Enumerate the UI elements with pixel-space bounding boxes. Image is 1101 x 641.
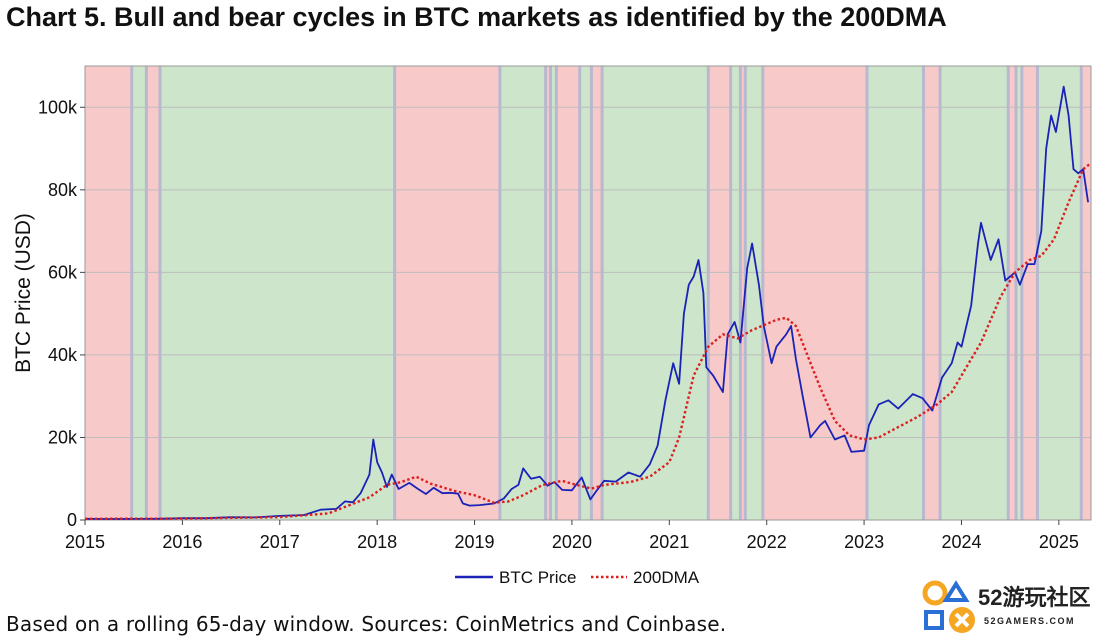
legend: BTC Price 200DMA <box>455 568 700 587</box>
regime-band-bear <box>923 66 941 520</box>
regime-band-bear <box>1021 66 1038 520</box>
regime-band-bull <box>159 66 395 520</box>
regime-band-bear <box>1081 66 1091 520</box>
transition-line <box>498 66 502 520</box>
regime-band-bear <box>591 66 603 520</box>
transition-line <box>921 66 925 520</box>
chart: 2015 2016 2017 2018 2019 2020 2021 2022 2023 2024… <box>12 65 1092 587</box>
x-tick-label: 2020 <box>552 532 592 552</box>
y-tick-label: 100k <box>38 97 78 117</box>
y-axis-ticks: 0 20k 40k 60k 80k 100k <box>38 97 85 530</box>
regime-band-bull <box>550 66 557 520</box>
y-tick-label: 0 <box>67 510 77 530</box>
regime-band-bull <box>1016 66 1022 520</box>
regime-band-bear <box>762 66 868 520</box>
x-tick-label: 2017 <box>260 532 300 552</box>
regime-band-bull <box>579 66 592 520</box>
legend-label-200dma: 200DMA <box>633 568 700 587</box>
x-tick-label: 2023 <box>844 532 884 552</box>
x-tick-label: 2022 <box>747 532 787 552</box>
y-tick-label: 80k <box>48 180 78 200</box>
x-axis-ticks: 2015 2016 2017 2018 2019 2020 2021 2022 2023 2024… <box>65 520 1079 552</box>
plot-frame <box>84 65 1092 521</box>
regime-band-bear <box>85 66 132 520</box>
y-tick-label: 60k <box>48 262 78 282</box>
regime-band-bear <box>708 66 731 520</box>
regime-band-bull <box>940 66 1009 520</box>
transition-line <box>393 66 397 520</box>
chart-title: Chart 5. Bull and bear cycles in BTC mar… <box>6 2 947 32</box>
regime-band-bull <box>1037 66 1082 520</box>
regime-band-bull <box>730 66 741 520</box>
x-tick-label: 2019 <box>455 532 495 552</box>
x-tick-label: 2015 <box>65 532 105 552</box>
regime-band-bear <box>545 66 551 520</box>
transition-line <box>729 66 733 520</box>
transition-line <box>1014 66 1018 520</box>
transition-line <box>549 66 553 520</box>
regime-band-bear <box>740 66 746 520</box>
watermark-domain: 52GAMERS.COM <box>984 616 1076 626</box>
y-axis-label: BTC Price (USD) <box>12 213 35 373</box>
y-tick-label: 40k <box>48 345 78 365</box>
regime-band-bull <box>499 66 546 520</box>
transition-line <box>938 66 942 520</box>
transition-line <box>738 66 742 520</box>
transition-line <box>158 66 162 520</box>
x-tick-label: 2025 <box>1039 532 1079 552</box>
watermark-logo: 52游玩社区 52GAMERS.COM <box>920 578 1101 636</box>
transition-line <box>578 66 582 520</box>
watermark-icon <box>922 580 975 633</box>
regime-band-bull <box>131 66 147 520</box>
transition-line <box>600 66 604 520</box>
transition-line <box>589 66 593 520</box>
legend-label-btc-price: BTC Price <box>499 568 576 587</box>
regime-band-bear <box>1008 66 1017 520</box>
regime-band-bull <box>602 66 709 520</box>
regime-band-bear <box>394 66 500 520</box>
transition-line <box>865 66 869 520</box>
x-tick-label: 2018 <box>357 532 397 552</box>
btc-price-line <box>84 85 1089 520</box>
transition-line <box>1006 66 1010 520</box>
transition-line <box>130 66 134 520</box>
x-tick-label: 2021 <box>649 532 689 552</box>
transition-line <box>1035 66 1039 520</box>
x-tick-label: 2016 <box>162 532 202 552</box>
y-tick-label: 20k <box>48 427 78 447</box>
transition-line <box>706 66 710 520</box>
transition-line <box>761 66 765 520</box>
regime-band-bull <box>745 66 763 520</box>
transition-line <box>544 66 548 520</box>
regime-bands <box>85 66 1091 520</box>
transition-line <box>144 66 148 520</box>
regime-band-bull <box>867 66 924 520</box>
watermark-text: 52游玩社区 <box>978 585 1091 610</box>
regime-band-bear <box>146 66 160 520</box>
transition-line <box>1079 66 1083 520</box>
transition-line <box>554 66 558 520</box>
footnote: Based on a rolling 65-day window. Source… <box>6 612 727 636</box>
x-tick-label: 2024 <box>941 532 981 552</box>
series-lines <box>84 85 1092 520</box>
regime-band-bear <box>556 66 580 520</box>
transition-line <box>1020 66 1024 520</box>
